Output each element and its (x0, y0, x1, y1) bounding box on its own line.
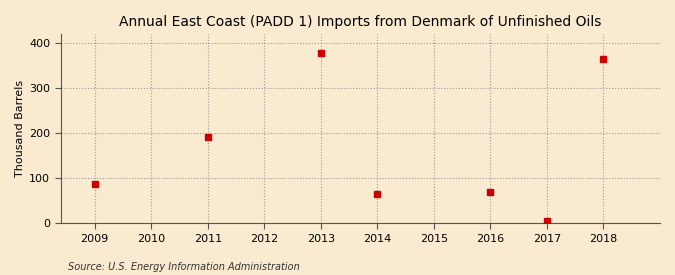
Text: Source: U.S. Energy Information Administration: Source: U.S. Energy Information Administ… (68, 262, 299, 272)
Title: Annual East Coast (PADD 1) Imports from Denmark of Unfinished Oils: Annual East Coast (PADD 1) Imports from … (119, 15, 601, 29)
Y-axis label: Thousand Barrels: Thousand Barrels (15, 80, 25, 177)
